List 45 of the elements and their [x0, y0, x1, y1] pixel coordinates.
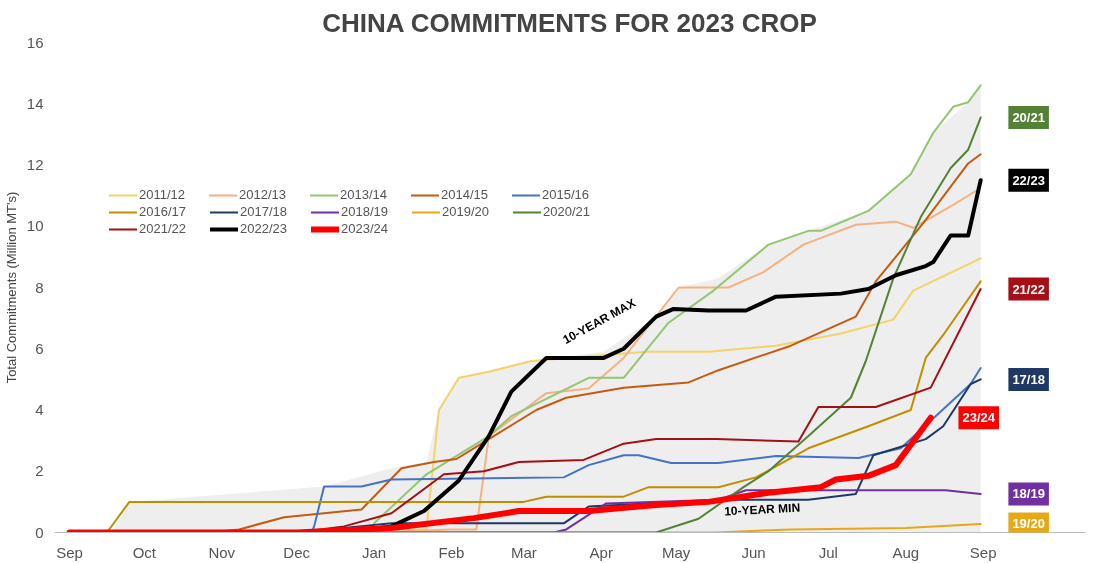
- y-tick-label: 0: [35, 523, 44, 541]
- x-tick-label: Aug: [892, 543, 920, 561]
- y-tick-label: 6: [35, 339, 44, 357]
- y-tick-label: 10: [26, 217, 44, 235]
- y-tick-label: 12: [26, 156, 44, 173]
- legend-label: 2016/17: [139, 204, 186, 219]
- annotation: 17/18: [1012, 371, 1045, 387]
- legend-label: 2023/24: [341, 221, 388, 236]
- legend-label: 2021/22: [139, 221, 186, 236]
- y-tick-label: 4: [35, 401, 44, 418]
- x-tick-label: Mar: [510, 543, 537, 561]
- x-tick-label: Jun: [741, 543, 766, 561]
- x-tick-label: Oct: [132, 543, 157, 561]
- legend-label: 2019/20: [442, 204, 489, 219]
- chart-title: CHINA COMMITMENTS FOR 2023 CROP: [322, 7, 817, 38]
- legend-label: 2015/16: [542, 187, 590, 202]
- annotation: 22/23: [1012, 172, 1045, 188]
- annotation: 21/22: [1012, 281, 1045, 297]
- x-tick-label: Jan: [361, 543, 387, 561]
- x-tick-label: Nov: [208, 543, 236, 561]
- x-tick-label: Jul: [818, 543, 838, 561]
- annotation: 10-YEAR MIN: [723, 500, 801, 519]
- annotation: 20/21: [1012, 110, 1045, 126]
- annotation: 23/24: [962, 410, 996, 426]
- y-tick-label: 16: [26, 33, 44, 51]
- annotation: 18/19: [1012, 486, 1045, 502]
- legend-label: 2022/23: [240, 221, 287, 236]
- x-tick-label: Apr: [589, 543, 613, 561]
- legend-label: 2011/12: [139, 187, 186, 202]
- y-axis-title: Total Commitments (Million MT's): [3, 191, 19, 384]
- annotation: 19/20: [1012, 516, 1045, 532]
- legend-label: 2020/21: [543, 204, 590, 219]
- legend-label: 2018/19: [341, 204, 388, 219]
- x-tick-label: May: [661, 543, 691, 561]
- x-tick-label: Dec: [283, 543, 311, 561]
- x-tick-label: Sep: [56, 543, 83, 561]
- y-tick-label: 8: [35, 278, 44, 296]
- legend-label: 2017/18: [240, 204, 287, 219]
- x-tick-label: Sep: [969, 543, 997, 561]
- legend-label: 2013/14: [340, 187, 388, 202]
- x-tick-label: Feb: [438, 543, 465, 561]
- y-tick-label: 2: [35, 462, 44, 480]
- y-tick-label: 14: [26, 94, 44, 112]
- legend-label: 2014/15: [441, 187, 489, 202]
- legend-label: 2012/13: [239, 187, 287, 202]
